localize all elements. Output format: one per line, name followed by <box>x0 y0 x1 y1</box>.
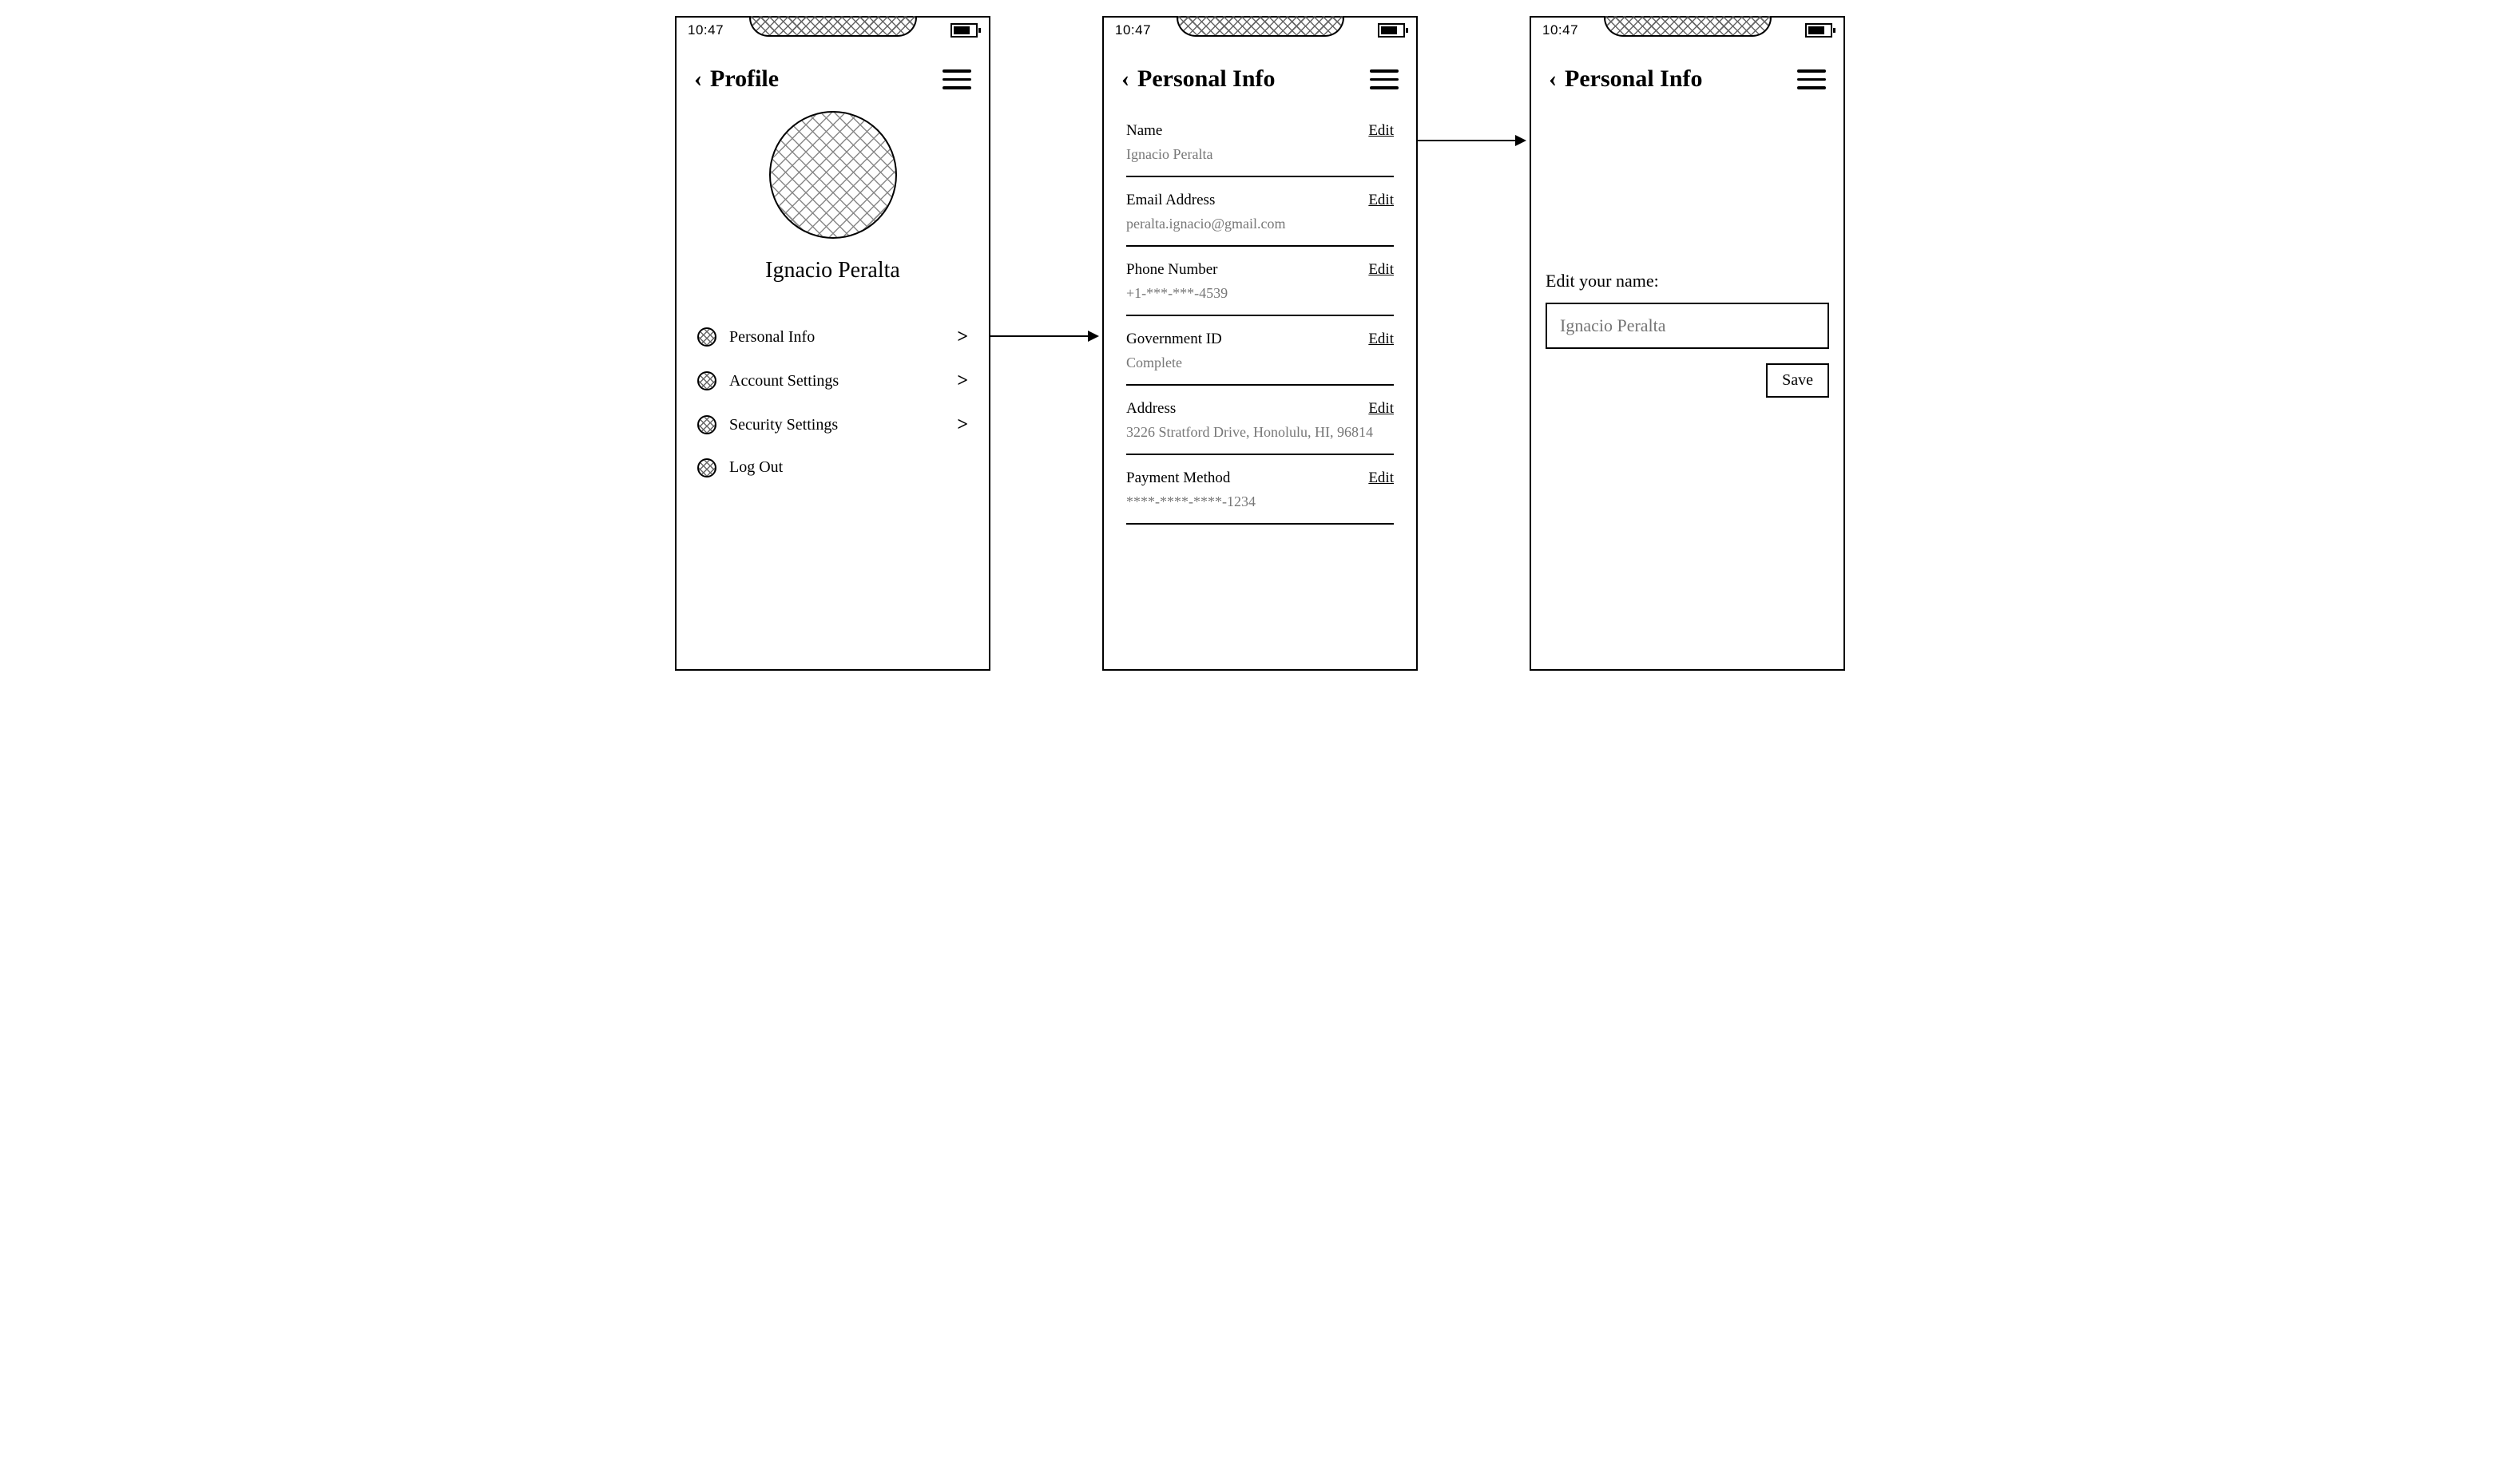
back-icon[interactable]: ‹ <box>1549 67 1557 91</box>
battery-icon <box>1805 23 1832 38</box>
info-list: Name Edit Ignacio Peralta Email Address … <box>1104 103 1416 529</box>
bullet-icon <box>697 458 716 477</box>
bullet-icon <box>697 327 716 347</box>
menu-label: Log Out <box>729 458 968 477</box>
menu-item-security-settings[interactable]: Security Settings > <box>697 403 968 447</box>
hamburger-icon[interactable] <box>1370 64 1399 95</box>
battery-icon <box>950 23 978 38</box>
menu-label: Personal Info <box>729 328 944 347</box>
notch <box>1604 16 1772 37</box>
info-item-address: Address Edit 3226 Stratford Drive, Honol… <box>1126 386 1394 455</box>
wireframe-flow: 10:47 ‹ Profile Ignacio Peralta Personal… <box>675 16 1845 671</box>
edit-link[interactable]: Edit <box>1368 470 1394 487</box>
field-value: peralta.ignacio@gmail.com <box>1126 216 1394 232</box>
edit-link[interactable]: Edit <box>1368 192 1394 209</box>
edit-prompt: Edit your name: <box>1546 271 1829 291</box>
header: ‹ Personal Info <box>1531 42 1843 103</box>
menu-item-account-settings[interactable]: Account Settings > <box>697 359 968 403</box>
menu-label: Account Settings <box>729 372 944 390</box>
menu-item-personal-info[interactable]: Personal Info > <box>697 315 968 359</box>
info-item-name: Name Edit Ignacio Peralta <box>1126 108 1394 177</box>
edit-link[interactable]: Edit <box>1368 400 1394 418</box>
avatar[interactable] <box>769 111 897 239</box>
flow-arrow-icon <box>1418 140 1525 141</box>
phone-edit-name: 10:47 ‹ Personal Info Edit your name: Sa… <box>1530 16 1845 671</box>
status-time: 10:47 <box>688 22 724 38</box>
edit-link[interactable]: Edit <box>1368 122 1394 140</box>
menu-list: Personal Info > Account Settings > Secur… <box>677 315 989 489</box>
field-label: Name <box>1126 122 1162 140</box>
notch <box>749 16 917 37</box>
notch <box>1177 16 1344 37</box>
info-item-email: Email Address Edit peralta.ignacio@gmail… <box>1126 177 1394 247</box>
hamburger-icon[interactable] <box>943 64 971 95</box>
back-icon[interactable]: ‹ <box>694 67 702 91</box>
save-button[interactable]: Save <box>1766 363 1829 398</box>
status-time: 10:47 <box>1115 22 1151 38</box>
edit-link[interactable]: Edit <box>1368 261 1394 279</box>
profile-section: Ignacio Peralta <box>677 111 989 283</box>
chevron-right-icon: > <box>957 414 968 436</box>
hamburger-icon[interactable] <box>1797 64 1826 95</box>
page-title: Personal Info <box>1137 65 1276 93</box>
field-label: Payment Method <box>1126 470 1230 487</box>
phone-profile: 10:47 ‹ Profile Ignacio Peralta Personal… <box>675 16 990 671</box>
field-label: Phone Number <box>1126 261 1218 279</box>
bullet-icon <box>697 371 716 390</box>
field-value: Ignacio Peralta <box>1126 146 1394 163</box>
battery-icon <box>1378 23 1405 38</box>
field-value: +1-***-***-4539 <box>1126 285 1394 302</box>
chevron-right-icon: > <box>957 370 968 392</box>
info-item-phone: Phone Number Edit +1-***-***-4539 <box>1126 247 1394 316</box>
back-icon[interactable]: ‹ <box>1121 67 1129 91</box>
status-time: 10:47 <box>1542 22 1578 38</box>
menu-label: Security Settings <box>729 416 944 434</box>
header: ‹ Profile <box>677 42 989 103</box>
field-label: Address <box>1126 400 1176 418</box>
profile-name: Ignacio Peralta <box>765 258 900 283</box>
field-label: Government ID <box>1126 331 1222 348</box>
field-value: ****-****-****-1234 <box>1126 493 1394 510</box>
header: ‹ Personal Info <box>1104 42 1416 103</box>
field-value: 3226 Stratford Drive, Honolulu, HI, 9681… <box>1126 424 1394 441</box>
edit-block: Edit your name: Save <box>1531 271 1843 349</box>
info-item-payment: Payment Method Edit ****-****-****-1234 <box>1126 455 1394 525</box>
field-value: Complete <box>1126 355 1394 371</box>
info-item-gov-id: Government ID Edit Complete <box>1126 316 1394 386</box>
page-title: Personal Info <box>1565 65 1703 93</box>
name-input[interactable] <box>1546 303 1829 349</box>
field-label: Email Address <box>1126 192 1215 209</box>
chevron-right-icon: > <box>957 327 968 348</box>
page-title: Profile <box>710 65 779 93</box>
bullet-icon <box>697 415 716 434</box>
flow-arrow-icon <box>990 335 1097 337</box>
edit-link[interactable]: Edit <box>1368 331 1394 348</box>
phone-personal-info: 10:47 ‹ Personal Info Name Edit Ignacio … <box>1102 16 1418 671</box>
menu-item-log-out[interactable]: Log Out <box>697 447 968 489</box>
